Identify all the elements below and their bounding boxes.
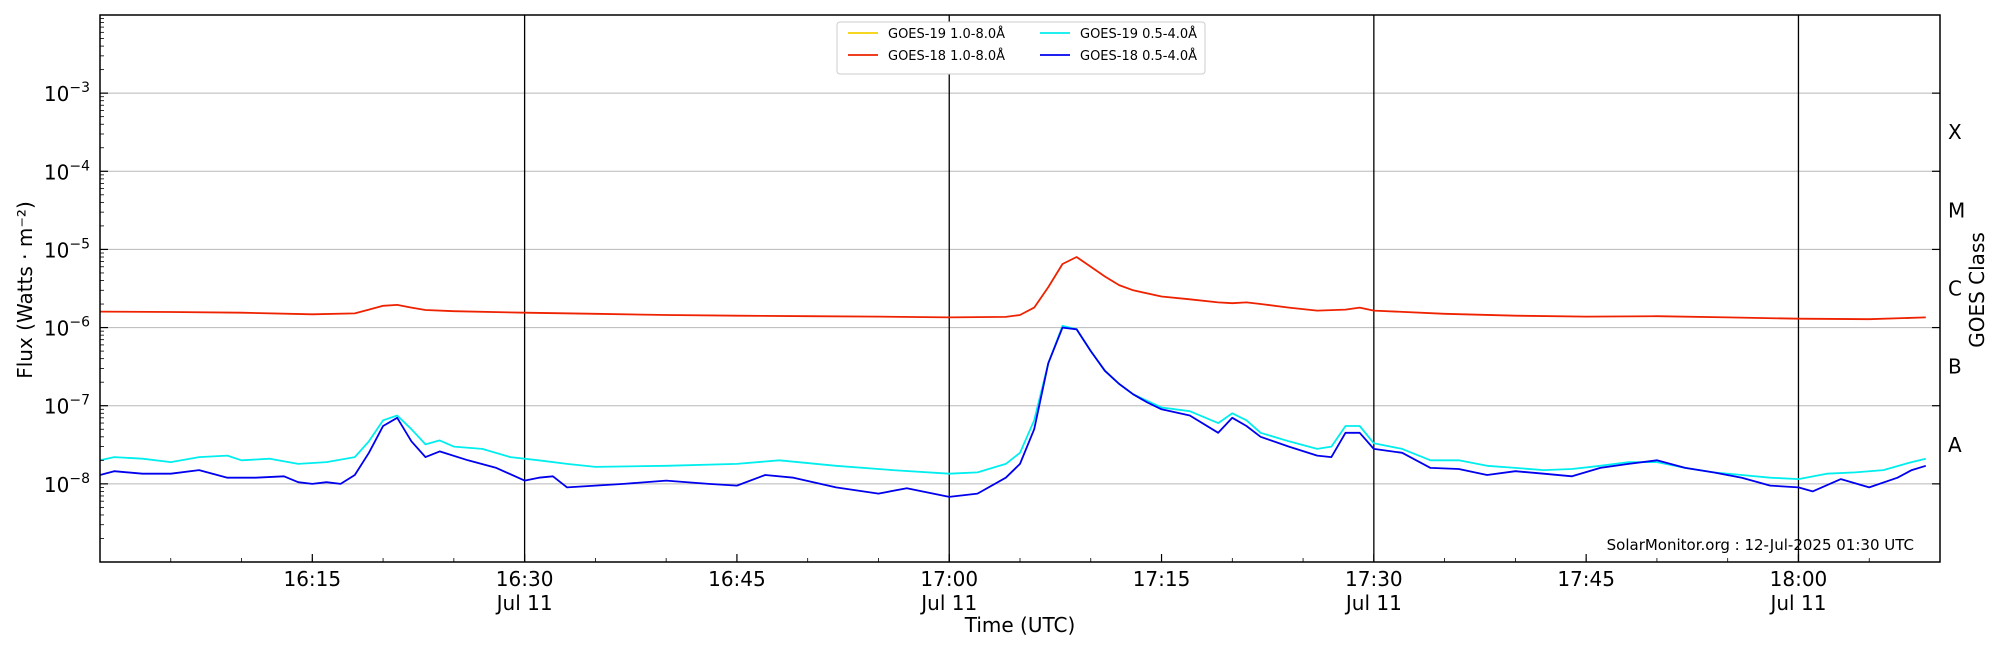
- y-tick-label: 10−4: [44, 158, 90, 184]
- legend-label: GOES-18 1.0-8.0Å: [888, 48, 1005, 64]
- x-tick-label: 17:15: [1133, 567, 1191, 591]
- x-tick-label: 16:45: [708, 567, 766, 591]
- series-line-3: [99, 326, 1927, 498]
- goes-class-a: A: [1948, 433, 1962, 457]
- y-tick-label: 10−3: [44, 80, 90, 106]
- y-axis-ticks: 10−8 10−7 10−6 10−5 10−4 10−3: [44, 18, 108, 539]
- goes-class-x: X: [1948, 120, 1962, 144]
- x-axis-title: Time (UTC): [964, 613, 1076, 637]
- legend: GOES-19 1.0-8.0Å GOES-18 1.0-8.0Å GOES-19 …: [836, 21, 1206, 75]
- goes-class-c: C: [1948, 277, 1962, 301]
- x-tick-label: 17:00: [920, 567, 978, 591]
- x-tick-date-label: Jul 11: [919, 591, 977, 615]
- y-tick-label: 10−6: [44, 315, 90, 341]
- x-tick-date-label: Jul 11: [1768, 591, 1826, 615]
- y-tick-label: 10−7: [44, 393, 90, 419]
- legend-label: GOES-19 1.0-8.0Å: [888, 26, 1005, 42]
- x-tick-label: 16:15: [283, 567, 341, 591]
- legend-label: GOES-18 0.5-4.0Å: [1080, 48, 1197, 64]
- series-line-1: [99, 256, 1926, 321]
- x-tick-label: 17:30: [1345, 567, 1403, 591]
- goes-class-labels: A B C M X: [1932, 92, 1965, 485]
- y-tick-label: 10−8: [44, 471, 90, 497]
- goes-class-m: M: [1948, 198, 1965, 222]
- legend-box: [836, 21, 1206, 75]
- credit-text: SolarMonitor.org : 12-Jul-2025 01:30 UTC: [1607, 536, 1914, 554]
- right-axis-title: GOES Class: [1965, 232, 1989, 348]
- series-lines: [99, 256, 1927, 498]
- x-tick-label: 16:30: [496, 567, 554, 591]
- x-tick-date-label: Jul 11: [1344, 591, 1402, 615]
- y-axis-title: Flux (Watts · m⁻²): [13, 201, 37, 379]
- goes-class-b: B: [1948, 355, 1962, 379]
- y-tick-label: 10−5: [44, 236, 90, 262]
- x-tick-label: 18:00: [1770, 567, 1828, 591]
- vertical-time-markers: [523, 15, 1800, 562]
- x-tick-date-label: Jul 11: [495, 591, 553, 615]
- gridlines: [100, 92, 1940, 485]
- x-tick-label: 17:45: [1557, 567, 1615, 591]
- legend-label: GOES-19 0.5-4.0Å: [1080, 26, 1197, 42]
